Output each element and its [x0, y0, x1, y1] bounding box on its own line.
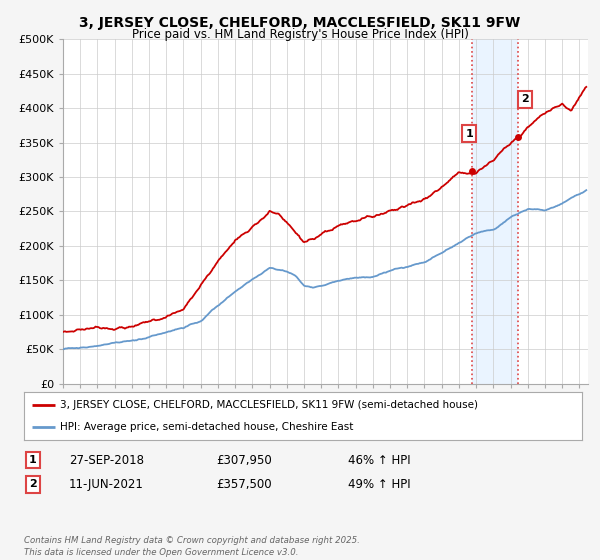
Text: 27-SEP-2018: 27-SEP-2018 [69, 454, 144, 467]
Text: 2: 2 [521, 95, 529, 105]
Text: 1: 1 [466, 129, 473, 139]
Text: 3, JERSEY CLOSE, CHELFORD, MACCLESFIELD, SK11 9FW: 3, JERSEY CLOSE, CHELFORD, MACCLESFIELD,… [79, 16, 521, 30]
Text: 49% ↑ HPI: 49% ↑ HPI [348, 478, 410, 491]
Text: 11-JUN-2021: 11-JUN-2021 [69, 478, 144, 491]
Text: 2: 2 [29, 479, 37, 489]
Text: 46% ↑ HPI: 46% ↑ HPI [348, 454, 410, 467]
Text: 3, JERSEY CLOSE, CHELFORD, MACCLESFIELD, SK11 9FW (semi-detached house): 3, JERSEY CLOSE, CHELFORD, MACCLESFIELD,… [60, 400, 478, 410]
Text: Contains HM Land Registry data © Crown copyright and database right 2025.
This d: Contains HM Land Registry data © Crown c… [24, 536, 360, 557]
Text: £307,950: £307,950 [216, 454, 272, 467]
Bar [472, 39, 518, 384]
Text: HPI: Average price, semi-detached house, Cheshire East: HPI: Average price, semi-detached house,… [60, 422, 353, 432]
Text: 1: 1 [29, 455, 37, 465]
Text: £357,500: £357,500 [216, 478, 272, 491]
Text: Price paid vs. HM Land Registry's House Price Index (HPI): Price paid vs. HM Land Registry's House … [131, 28, 469, 41]
